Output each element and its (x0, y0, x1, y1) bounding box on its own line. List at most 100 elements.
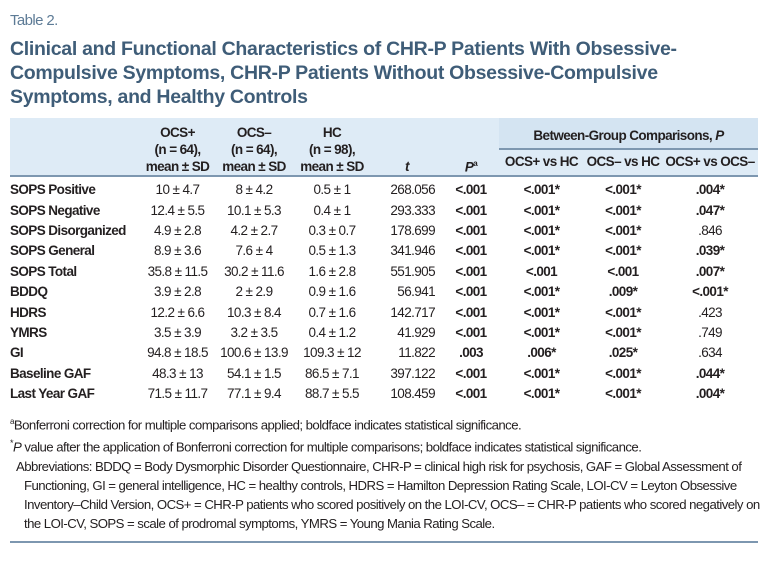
header-p: Pa (443, 118, 499, 176)
ocs-pos-value: 8.9 ± 3.6 (153, 243, 202, 259)
hc-value: 109.3 ± 12 (303, 345, 361, 361)
header-ocs-pos: OCS+ (n = 64), mean ± SD (140, 118, 215, 176)
t-value: 108.459 (390, 386, 435, 402)
t-value: 178.699 (390, 222, 435, 238)
ocs-pos-vs-ocs-neg-p: .004* (695, 182, 725, 198)
hc-value: 0.3 ± 0.7 (308, 222, 356, 238)
ocs-pos-vs-ocs-neg-p: .007* (695, 263, 725, 279)
row-label: SOPS Disorganized (10, 222, 126, 238)
row-label: SOPS Negative (10, 202, 100, 218)
header-between-group: Between-Group Comparisons, P (499, 118, 759, 150)
header-ocs-pos-vs-hc: OCS+ vs HC (499, 149, 584, 176)
ocs-pos-value: 10 ± 4.7 (155, 182, 201, 198)
ocs-neg-value: 3.2 ± 3.5 (230, 324, 278, 340)
row-label: HDRS (10, 304, 46, 320)
row-label: YMRS (10, 324, 47, 340)
ocs-pos-vs-hc-p: <.001* (523, 284, 560, 300)
hc-value: 88.7 ± 5.5 (305, 386, 360, 402)
ocs-pos-value: 12.2 ± 6.6 (150, 304, 206, 320)
p-value: <.001 (455, 263, 487, 279)
row-label: SOPS Positive (10, 182, 96, 198)
ocs-neg-value: 7.6 ± 4 (235, 243, 274, 259)
ocs-pos-vs-hc-p: <.001* (523, 202, 560, 218)
hc-value: 0.4 ± 1.2 (308, 324, 356, 340)
ocs-neg-value: 10.1 ± 5.3 (227, 202, 282, 218)
ocs-pos-vs-hc-p: <.001* (523, 222, 560, 238)
header-t: t (371, 118, 443, 176)
data-table: OCS+ (n = 64), mean ± SD OCS– (n = 64), mean… (10, 118, 759, 404)
t-value: 551.905 (390, 263, 435, 279)
ocs-pos-vs-ocs-neg-p: .749 (698, 324, 722, 340)
ocs-pos-value: 71.5 ± 11.7 (147, 386, 208, 402)
table-row: Baseline GAF 48.3 ± 13 54.1 ± 1.5 86.5 ± 7.… (10, 364, 758, 384)
row-label: Last Year GAF (10, 386, 95, 402)
ocs-pos-vs-ocs-neg-p: .039* (695, 243, 725, 259)
ocs-pos-vs-hc-p: <.001* (523, 304, 560, 320)
hc-value: 0.5 ± 1 (313, 182, 352, 198)
ocs-pos-vs-ocs-neg-p: .044* (695, 365, 725, 381)
t-value: 56.941 (397, 284, 435, 300)
p-value: <.001 (455, 365, 487, 381)
table-row: SOPS Total 35.8 ± 11.5 30.2 ± 11.6 1.6 ± 2.… (10, 262, 758, 282)
row-label: BDDQ (10, 284, 48, 300)
bottom-rule (10, 541, 758, 543)
ocs-pos-vs-ocs-neg-p: .634 (698, 345, 722, 361)
hc-value: 86.5 ± 7.1 (305, 365, 360, 381)
row-label: Baseline GAF (10, 365, 91, 381)
ocs-neg-value: 54.1 ± 1.5 (227, 365, 282, 381)
ocs-neg-vs-hc-p: <.001* (605, 386, 641, 402)
ocs-neg-value: 30.2 ± 11.6 (224, 263, 284, 279)
ocs-pos-vs-ocs-neg-p: .423 (698, 304, 722, 320)
ocs-neg-vs-hc-p: <.001* (605, 304, 641, 320)
header-ocs-neg: OCS– (n = 64), mean ± SD (215, 118, 293, 176)
ocs-pos-value: 12.4 ± 5.5 (150, 202, 206, 218)
ocs-pos-vs-hc-p: <.001* (523, 243, 560, 259)
ocs-pos-value: 48.3 ± 13 (152, 365, 203, 381)
table-row: HDRS 12.2 ± 6.6 10.3 ± 8.4 0.7 ± 1.6 142.717… (10, 302, 758, 322)
table-row: BDDQ 3.9 ± 2.8 2 ± 2.9 0.9 ± 1.6 56.941 <.001… (10, 282, 758, 302)
ocs-pos-vs-hc-p: <.001 (525, 263, 558, 279)
ocs-neg-value: 100.6 ± 13.9 (220, 345, 288, 361)
ocs-pos-value: 94.8 ± 18.5 (147, 345, 208, 361)
row-label: GI (10, 345, 24, 361)
ocs-neg-value: 8 ± 4.2 (235, 182, 274, 198)
table-row: SOPS General 8.9 ± 3.6 7.6 ± 4 0.5 ± 1.3 341… (10, 241, 758, 261)
ocs-neg-vs-hc-p: <.001* (605, 182, 641, 198)
ocs-pos-value: 3.9 ± 2.8 (153, 284, 202, 300)
t-value: 293.333 (390, 202, 435, 218)
hc-value: 0.5 ± 1.3 (308, 243, 356, 259)
p-value: <.001 (455, 182, 487, 198)
ocs-pos-vs-ocs-neg-p: <.001* (692, 284, 728, 300)
ocs-neg-vs-hc-p: <.001* (605, 202, 641, 218)
p-value: <.001 (455, 284, 487, 300)
row-label: SOPS General (10, 243, 95, 259)
t-value: 397.122 (390, 365, 435, 381)
ocs-pos-vs-hc-p: .006* (527, 345, 556, 361)
p-value: .003 (459, 345, 483, 361)
hc-value: 0.9 ± 1.6 (308, 284, 356, 300)
ocs-pos-vs-hc-p: <.001* (523, 182, 560, 198)
hc-value: 0.7 ± 1.6 (308, 304, 356, 320)
ocs-pos-value: 4.9 ± 2.8 (153, 222, 202, 238)
table-row: GI 94.8 ± 18.5 100.6 ± 13.9 109.3 ± 12 11.82… (10, 343, 758, 363)
ocs-neg-vs-hc-p: .025* (608, 345, 638, 361)
table-row: Last Year GAF 71.5 ± 11.7 77.1 ± 9.4 88.7 ±… (10, 384, 758, 404)
header-ocs-neg-vs-hc: OCS– vs HC (584, 149, 662, 176)
t-value: 142.717 (390, 304, 435, 320)
ocs-neg-vs-hc-p: <.001* (605, 324, 641, 340)
t-value: 268.056 (390, 182, 435, 198)
ocs-neg-vs-hc-p: .009* (608, 284, 638, 300)
ocs-neg-value: 77.1 ± 9.4 (227, 386, 282, 402)
t-value: 341.946 (390, 243, 435, 259)
row-label: SOPS Total (10, 263, 77, 279)
p-value: <.001 (455, 386, 487, 402)
ocs-pos-vs-hc-p: <.001* (523, 386, 560, 402)
ocs-pos-value: 35.8 ± 11.5 (147, 263, 208, 279)
ocs-neg-vs-hc-p: <.001* (605, 243, 641, 259)
table-row: SOPS Positive 10 ± 4.7 8 ± 4.2 0.5 ± 1 268.0… (10, 176, 758, 200)
footnote-abbreviations: Abbreviations: BDDQ = Body Dysmorphic Di… (16, 458, 760, 531)
footnote-star: *P value after the application of Bonfer… (10, 438, 642, 455)
ocs-pos-vs-ocs-neg-p: .004* (695, 386, 725, 402)
p-value: <.001 (455, 222, 487, 238)
ocs-neg-value: 10.3 ± 8.4 (227, 304, 282, 320)
